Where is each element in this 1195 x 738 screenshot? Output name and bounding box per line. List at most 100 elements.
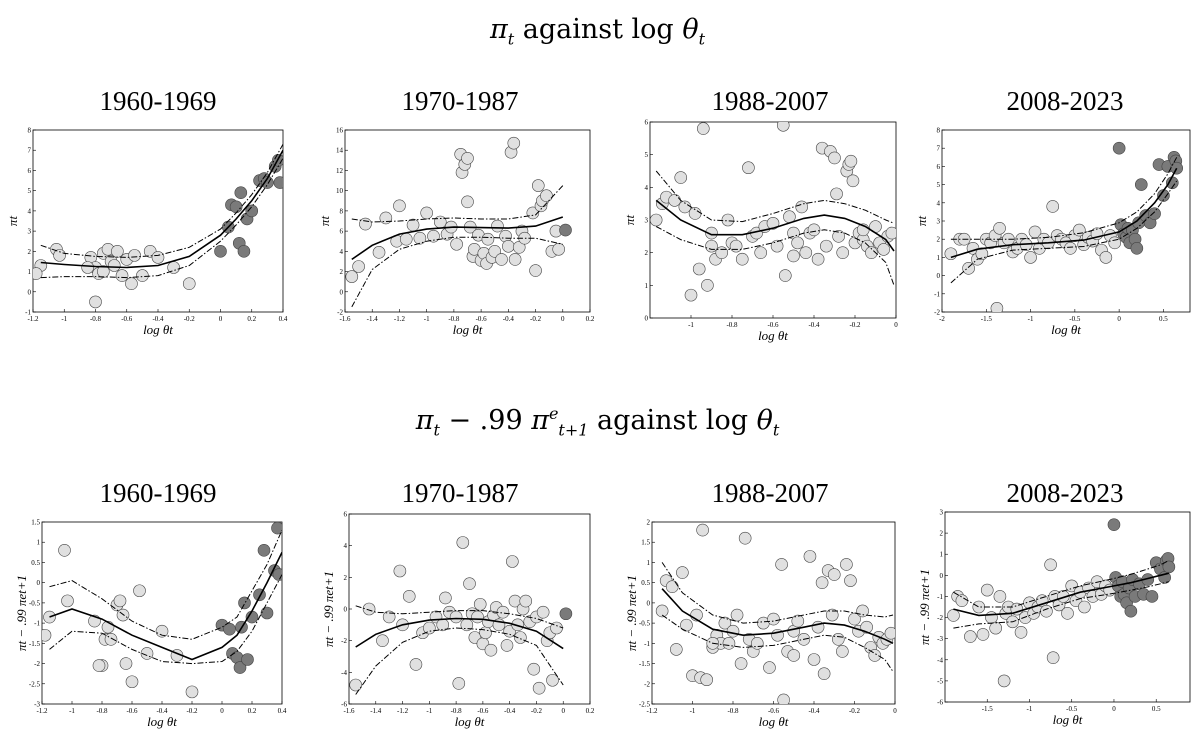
scatter-point [43, 610, 56, 624]
scatter-point-recent [1112, 141, 1126, 155]
plot-frame [944, 511, 1191, 703]
scatter-point [884, 626, 895, 640]
scatter-point [107, 259, 121, 272]
scatter-point [349, 678, 362, 692]
y-tick-label: 5 [937, 181, 941, 189]
scatter-point [372, 246, 386, 259]
scatter-point [751, 637, 764, 650]
scatter-point-recent [223, 622, 236, 636]
scatter-point [718, 616, 732, 630]
x-tick-label: -0.2 [849, 707, 861, 715]
y-tick-label: 0 [937, 272, 941, 280]
y-tick-label: 6 [344, 511, 348, 519]
chart-panel-8: -1.5 -1 -0.5 0 0.5 -6 -5 -4 -3 -2 -1 0 1 2 3 log θt πt −… [917, 509, 1191, 727]
upper-band-line [661, 562, 894, 624]
scatter-point [770, 239, 784, 253]
scatter-point [985, 611, 998, 624]
scatter-point [776, 122, 790, 132]
x-tick-label: -0.6 [121, 315, 133, 323]
scatter-point [413, 231, 427, 245]
scatter-point [409, 658, 423, 671]
upper-band-line [950, 157, 1178, 240]
scatter-point [81, 261, 94, 274]
y-tick-label: 4 [28, 207, 32, 215]
scatter-point [1061, 607, 1074, 620]
plot-area [345, 136, 572, 308]
x-tick-label: -0.4 [808, 321, 820, 329]
y-tick-label: 8 [340, 207, 344, 215]
y-tick-label: 0 [37, 579, 41, 587]
upper-band-line [49, 529, 282, 640]
x-tick-label: 0 [219, 315, 223, 323]
x-axis-label: log θt [455, 714, 485, 729]
y-tick-label: -2 [34, 660, 40, 668]
plot-area [944, 141, 1184, 312]
scatter-point [650, 213, 663, 227]
scatter-point [423, 621, 436, 635]
scatter-point [990, 302, 1004, 312]
heading-pi-sub: t [507, 29, 515, 49]
heading-theta-sub: t [772, 420, 780, 440]
panel-title-7: 1988-2007 [711, 478, 829, 508]
x-axis-label: log θt [453, 322, 483, 337]
scatter-point [495, 253, 508, 266]
heading-pi: π [489, 14, 508, 45]
y-tick-label: -2 [644, 680, 650, 688]
y-tick-label: -6 [937, 699, 943, 707]
y-tick-label: 6 [340, 228, 344, 236]
y-tick-label: 5 [28, 187, 32, 195]
scatter-point [58, 544, 71, 557]
x-tick-label: -1.4 [370, 707, 382, 715]
scatter-point-recent [245, 204, 259, 218]
x-axis-label: log θt [1053, 712, 1083, 727]
scatter-point [997, 674, 1011, 688]
scatter-point [119, 657, 133, 670]
fit-line [351, 216, 564, 261]
y-axis-label: πt [5, 216, 20, 227]
scatter-point-recent [559, 607, 573, 621]
y-tick-label: 6 [937, 163, 941, 171]
y-tick-label: 0 [344, 606, 348, 614]
scatter-point-recent [1107, 518, 1121, 531]
y-axis-label: πt [914, 216, 929, 227]
scatter-point [111, 245, 124, 258]
scatter-point [540, 189, 553, 203]
scatter-point-recent [271, 522, 282, 535]
x-tick-label: -0.6 [126, 707, 138, 715]
x-tick-label: -0.4 [504, 707, 516, 715]
x-tick-label: 0.2 [586, 707, 595, 715]
scatter-point [846, 174, 860, 188]
y-tick-label: 6 [645, 119, 649, 127]
y-tick-label: 0 [647, 599, 651, 607]
y-tick-label: 3 [937, 218, 941, 226]
x-tick-label: -1.2 [27, 315, 39, 323]
y-tick-label: 2 [340, 268, 344, 276]
scatter-point [705, 239, 718, 253]
y-tick-label: 12 [336, 167, 344, 175]
scatter-point [989, 621, 1002, 635]
upper-band-line [40, 143, 283, 258]
scatter-point [885, 226, 896, 240]
y-tick-label: -1.5 [29, 640, 41, 648]
y-tick-label: -0.5 [29, 599, 41, 607]
heading-pi: π [415, 405, 434, 436]
y-tick-label: 4 [344, 542, 348, 550]
x-tick-label: -1 [1027, 705, 1033, 713]
scatter-point [777, 693, 790, 704]
x-tick-label: -0.8 [96, 707, 108, 715]
scatter-point [1065, 579, 1079, 593]
scatter-point [807, 653, 821, 666]
y-tick-label: -1 [25, 309, 31, 317]
scatter-point [53, 249, 66, 262]
scatter-point [345, 270, 359, 283]
heading-mid: against log [588, 405, 757, 436]
x-axis-label: log θt [1051, 322, 1081, 337]
scatter-point [766, 216, 780, 230]
x-tick-label: -0.2 [531, 707, 543, 715]
scatter-point [791, 614, 805, 628]
scatter-point [456, 536, 470, 549]
scatter-point [359, 217, 372, 231]
x-tick-label: -0.5 [1066, 705, 1078, 713]
scatter-point [655, 604, 669, 618]
plot-area [650, 122, 896, 302]
